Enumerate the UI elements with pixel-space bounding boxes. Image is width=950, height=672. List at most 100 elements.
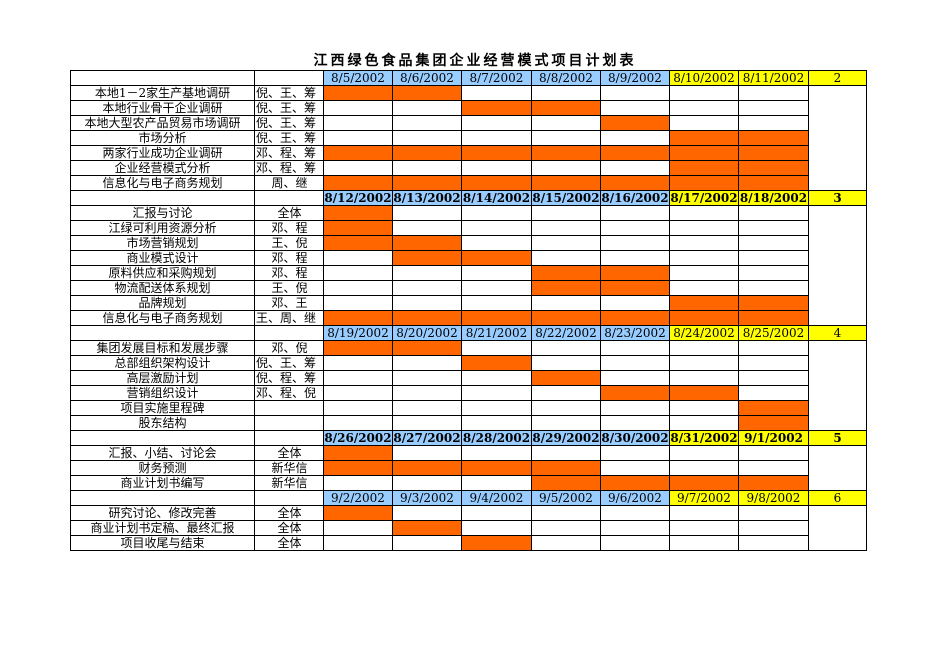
gantt-empty-cell — [669, 220, 739, 236]
gantt-empty-cell — [392, 505, 462, 521]
gantt-bar-cell — [738, 415, 809, 431]
gantt-bar-cell — [531, 370, 601, 386]
week-side-cell — [808, 385, 867, 401]
gantt-empty-cell — [461, 205, 532, 221]
week-side-cell — [808, 160, 867, 176]
week-side-cell — [808, 310, 867, 326]
task-owner: 倪、王、筹 — [254, 355, 324, 371]
task-name: 本地1－2家生产基地调研 — [70, 85, 255, 101]
gantt-bar-cell — [392, 85, 462, 101]
date-cell: 8/23/2002 — [600, 325, 670, 341]
date-cell: 8/11/2002 — [738, 70, 809, 86]
task-name: 品牌规划 — [70, 295, 255, 311]
task-name: 两家行业成功企业调研 — [70, 145, 255, 161]
task-name: 物流配送体系规划 — [70, 280, 255, 296]
date-cell: 8/5/2002 — [323, 70, 393, 86]
task-row: 信息化与电子商务规划 王、周、继 — [70, 310, 867, 326]
date-cell: 8/25/2002 — [738, 325, 809, 341]
gantt-empty-cell — [461, 475, 532, 491]
task-owner: 全体 — [254, 505, 324, 521]
gantt-bar-cell — [738, 295, 809, 311]
gantt-empty-cell — [738, 340, 809, 356]
task-row: 商业计划书定稿、最终汇报 全体 — [70, 520, 867, 536]
page-title: 江西绿色食品集团企业经营模式项目计划表 — [313, 53, 637, 69]
gantt-bar-cell — [600, 145, 670, 161]
gantt-empty-cell — [392, 115, 462, 131]
gantt-empty-cell — [669, 205, 739, 221]
task-name: 项目实施里程碑 — [70, 400, 255, 416]
gantt-empty-cell — [392, 265, 462, 281]
gantt-empty-cell — [461, 505, 532, 521]
gantt-bar-cell — [323, 145, 393, 161]
date-cell: 9/5/2002 — [531, 490, 601, 506]
date-cell: 8/12/2002 — [323, 190, 393, 206]
gantt-empty-cell — [461, 340, 532, 356]
task-row: 信息化与电子商务规划 周、继 — [70, 175, 867, 191]
gantt-empty-cell — [738, 460, 809, 476]
gantt-bar-cell — [323, 235, 393, 251]
task-row: 两家行业成功企业调研 邓、程、筹 — [70, 145, 867, 161]
task-name: 财务预测 — [70, 460, 255, 476]
week-side-cell — [808, 535, 867, 551]
task-row: 项目实施里程碑 — [70, 400, 867, 416]
week-side-cell — [808, 415, 867, 431]
task-row: 商业计划书编写 新华信 — [70, 475, 867, 491]
week-number: 6 — [808, 490, 867, 506]
date-cell: 8/9/2002 — [600, 70, 670, 86]
gantt-bar-cell — [323, 445, 393, 461]
week-side-cell — [808, 100, 867, 116]
gantt-empty-cell — [600, 520, 670, 536]
week-side-cell — [808, 175, 867, 191]
gantt-bar-cell — [669, 475, 739, 491]
gantt-bar-cell — [461, 355, 532, 371]
gantt-empty-cell — [531, 505, 601, 521]
task-owner: 倪、王、筹 — [254, 85, 324, 101]
gantt-bar-cell — [600, 475, 670, 491]
gantt-empty-cell — [392, 445, 462, 461]
gantt-empty-cell — [669, 535, 739, 551]
gantt-empty-cell — [461, 265, 532, 281]
task-row: 原料供应和采购规划 邓、程 — [70, 265, 867, 281]
gantt-empty-cell — [392, 355, 462, 371]
gantt-bar-cell — [600, 115, 670, 131]
task-name: 总部组织架构设计 — [70, 355, 255, 371]
task-owner: 邓、程 — [254, 220, 324, 236]
gantt-empty-cell — [392, 535, 462, 551]
gantt-bar-cell — [461, 100, 532, 116]
gantt-bar-cell — [461, 310, 532, 326]
task-name: 股东结构 — [70, 415, 255, 431]
date-cell: 9/7/2002 — [669, 490, 739, 506]
task-owner: 王、周、继 — [254, 310, 324, 326]
task-row: 集团发展目标和发展步骤 邓、倪 — [70, 340, 867, 356]
gantt-bar-cell — [531, 280, 601, 296]
task-owner: 王、倪 — [254, 235, 324, 251]
gantt-bar-cell — [738, 130, 809, 146]
gantt-empty-cell — [392, 415, 462, 431]
gantt-empty-cell — [392, 220, 462, 236]
date-cell: 9/4/2002 — [461, 490, 532, 506]
gantt-empty-cell — [392, 205, 462, 221]
gantt-empty-cell — [531, 520, 601, 536]
week-header-row: 8/26/2002 8/27/2002 8/28/2002 8/29/2002 8/30… — [70, 430, 867, 446]
gantt-empty-cell — [461, 235, 532, 251]
week-side-cell — [808, 370, 867, 386]
gantt-empty-cell — [392, 100, 462, 116]
task-owner: 邓、程 — [254, 265, 324, 281]
gantt-bar-cell — [669, 310, 739, 326]
task-name: 商业计划书编写 — [70, 475, 255, 491]
task-name: 商业模式设计 — [70, 250, 255, 266]
gantt-empty-cell — [461, 295, 532, 311]
gantt-empty-cell — [531, 205, 601, 221]
gantt-bar-cell — [738, 475, 809, 491]
task-owner — [254, 400, 324, 416]
date-cell: 8/29/2002 — [531, 430, 601, 446]
gantt-empty-cell — [531, 295, 601, 311]
date-cell: 9/2/2002 — [323, 490, 393, 506]
task-header-cell — [70, 325, 255, 341]
gantt-bar-cell — [531, 100, 601, 116]
gantt-empty-cell — [738, 445, 809, 461]
gantt-empty-cell — [738, 370, 809, 386]
date-cell: 8/27/2002 — [392, 430, 462, 446]
gantt-bar-cell — [600, 175, 670, 191]
gantt-empty-cell — [738, 280, 809, 296]
